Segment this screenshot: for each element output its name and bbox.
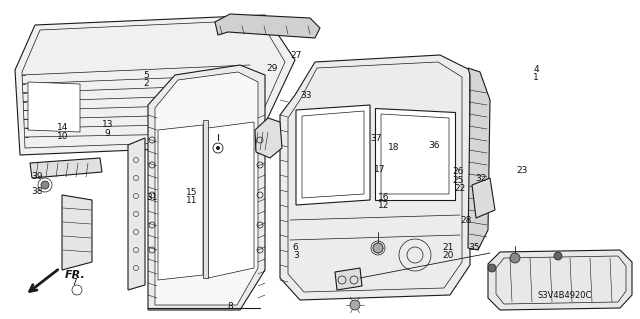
Text: S3V4B4920C: S3V4B4920C <box>538 291 592 300</box>
Text: 37: 37 <box>371 134 382 143</box>
Text: 6: 6 <box>293 243 298 252</box>
Text: 12: 12 <box>378 201 390 210</box>
Text: 32: 32 <box>476 174 487 183</box>
Circle shape <box>510 253 520 263</box>
Text: 7: 7 <box>71 278 76 287</box>
Polygon shape <box>30 158 102 178</box>
Text: 27: 27 <box>290 51 301 60</box>
Text: 2: 2 <box>143 79 148 88</box>
Polygon shape <box>255 118 282 158</box>
Polygon shape <box>472 178 495 218</box>
Polygon shape <box>128 138 145 290</box>
Circle shape <box>216 146 220 150</box>
Polygon shape <box>215 14 320 38</box>
Text: 25: 25 <box>452 176 463 185</box>
Text: 20: 20 <box>442 251 454 260</box>
Text: 10: 10 <box>57 132 68 141</box>
Polygon shape <box>296 105 370 205</box>
Text: 39: 39 <box>31 172 43 181</box>
Polygon shape <box>335 268 362 290</box>
Polygon shape <box>155 72 258 305</box>
Polygon shape <box>15 15 295 155</box>
Text: 17: 17 <box>374 165 385 174</box>
Text: 1: 1 <box>534 73 539 82</box>
Text: 33: 33 <box>300 91 312 100</box>
Text: 16: 16 <box>378 193 390 202</box>
Text: 35: 35 <box>468 243 479 252</box>
Circle shape <box>350 300 360 310</box>
Text: 38: 38 <box>31 187 43 196</box>
Polygon shape <box>375 108 455 200</box>
Text: 28: 28 <box>460 216 472 225</box>
Text: 26: 26 <box>452 167 463 176</box>
Text: 22: 22 <box>454 184 465 193</box>
Text: 23: 23 <box>516 166 527 175</box>
Text: 13: 13 <box>102 120 113 129</box>
Text: 18: 18 <box>388 143 399 152</box>
Text: 11: 11 <box>186 197 198 205</box>
Polygon shape <box>158 125 203 280</box>
Text: 9: 9 <box>105 129 110 138</box>
Polygon shape <box>488 250 632 310</box>
Circle shape <box>373 243 383 253</box>
Polygon shape <box>468 68 490 250</box>
Circle shape <box>488 264 496 272</box>
Polygon shape <box>203 120 208 278</box>
Circle shape <box>554 252 562 260</box>
Polygon shape <box>148 65 265 310</box>
Text: 4: 4 <box>534 65 539 74</box>
Text: FR.: FR. <box>65 270 86 280</box>
Text: 31: 31 <box>147 193 158 202</box>
Text: 8: 8 <box>228 302 233 311</box>
Text: 3: 3 <box>293 251 298 260</box>
Text: 15: 15 <box>186 189 198 197</box>
Text: 29: 29 <box>266 64 278 73</box>
Polygon shape <box>28 82 80 132</box>
Polygon shape <box>62 195 92 270</box>
Circle shape <box>41 181 49 189</box>
Text: 36: 36 <box>428 141 440 150</box>
Text: 21: 21 <box>442 243 454 252</box>
Polygon shape <box>208 122 254 278</box>
Text: 14: 14 <box>57 123 68 132</box>
Polygon shape <box>280 55 470 300</box>
Text: 5: 5 <box>143 71 148 80</box>
